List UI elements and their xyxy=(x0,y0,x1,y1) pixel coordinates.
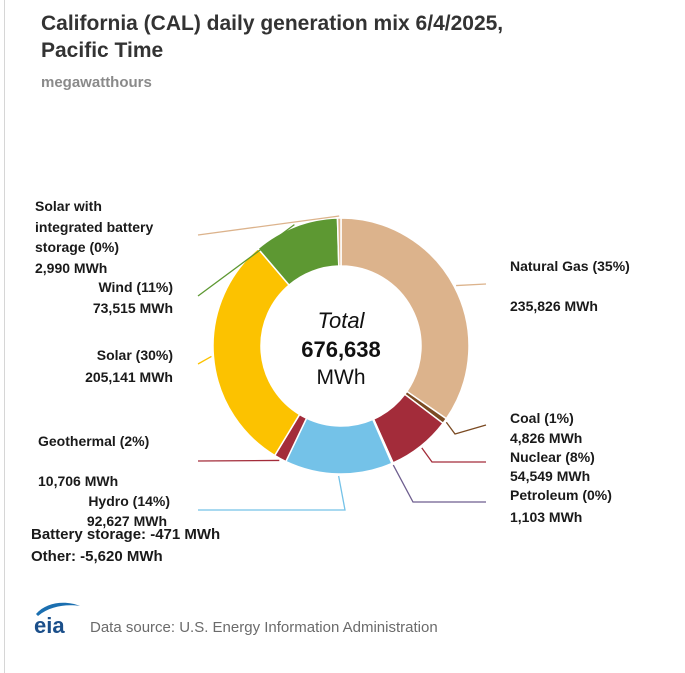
eia-logo-text: eia xyxy=(34,613,65,636)
data-source: Data source: U.S. Energy Information Adm… xyxy=(90,619,438,636)
label-petroleum-val: 1,103 MWh xyxy=(510,509,582,525)
label-natural-gas-val: 235,826 MWh xyxy=(510,298,598,314)
label-natural-gas-pct: Natural Gas (35%) xyxy=(510,258,630,274)
chart-title: California (CAL) daily generation mix 6/… xyxy=(41,10,661,64)
center-total-unit: MWh xyxy=(317,366,366,389)
slice-solar-with-integrated-battery-storage xyxy=(336,217,342,267)
label-solar-with-integrated-battery-storage-pct1: integrated battery xyxy=(35,219,153,235)
other-note: Other: -5,620 MWh xyxy=(31,548,163,565)
slice-natural-gas xyxy=(340,217,470,420)
label-solar-with-integrated-battery-storage-pct2: storage (0%) xyxy=(35,239,119,255)
leader-line-solar xyxy=(197,355,212,365)
label-nuclear-pct: Nuclear (8%) xyxy=(510,449,595,465)
eia-logo-icon: eia xyxy=(34,602,80,636)
chart-subtitle: megawatthours xyxy=(41,74,152,91)
label-coal-pct: Coal (1%) xyxy=(510,410,574,426)
label-hydro-pct: Hydro (14%) xyxy=(88,493,170,509)
label-hydro-val: 92,627 MWh xyxy=(87,513,167,529)
label-nuclear-val: 54,549 MWh xyxy=(510,468,590,484)
leader-line-coal xyxy=(445,421,487,435)
label-geothermal-pct: Geothermal (2%) xyxy=(38,433,149,449)
label-wind-val: 73,515 MWh xyxy=(93,300,173,316)
label-geothermal-val: 10,706 MWh xyxy=(38,473,118,489)
title-line-1: California (CAL) daily generation mix 6/… xyxy=(41,12,504,35)
leader-line-hydro xyxy=(198,475,346,511)
leader-line-geothermal xyxy=(197,459,280,462)
left-border xyxy=(4,0,5,673)
title-line-2: Pacific Time xyxy=(41,39,164,62)
leader-line-solar-with-integrated-battery-storage xyxy=(197,215,340,236)
battery-storage-note: Battery storage: -471 MWh xyxy=(31,526,221,543)
center-total-label: Total xyxy=(318,308,366,333)
label-petroleum-pct: Petroleum (0%) xyxy=(510,487,612,503)
label-coal-val: 4,826 MWh xyxy=(510,430,582,446)
leader-line-nuclear xyxy=(421,447,486,463)
leader-line-wind xyxy=(197,224,295,297)
leader-line-petroleum xyxy=(392,464,486,503)
slice-solar xyxy=(212,247,301,457)
label-solar-with-integrated-battery-storage-pct0: Solar with xyxy=(35,198,102,214)
center-total-value: 676,638 xyxy=(301,337,381,362)
label-solar-with-integrated-battery-storage-val: 2,990 MWh xyxy=(35,260,107,276)
label-solar-val: 205,141 MWh xyxy=(85,369,173,385)
label-wind-pct: Wind (11%) xyxy=(98,279,173,295)
leader-line-natural-gas xyxy=(456,283,487,287)
label-solar-pct: Solar (30%) xyxy=(97,347,173,363)
